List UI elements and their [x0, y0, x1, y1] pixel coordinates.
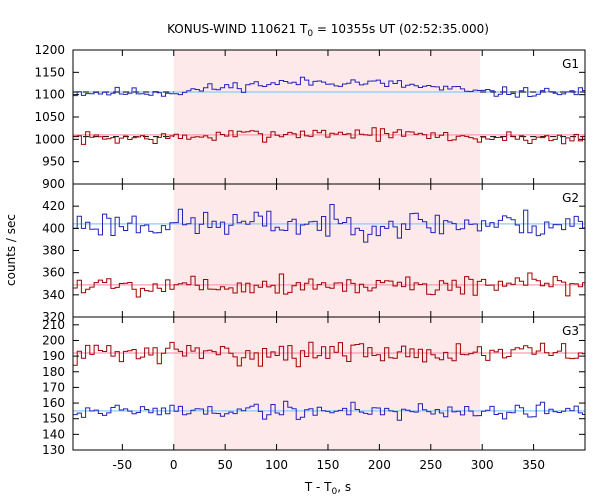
shaded-interval-g2 — [173, 184, 481, 317]
y-tick-label: 140 — [42, 427, 65, 441]
series-g1-red — [73, 127, 585, 145]
y-tick-label: 1150 — [34, 65, 65, 79]
axis-ticks: 9009501000105011001150120032034036038040… — [34, 43, 585, 472]
x-tick-label: 150 — [317, 458, 340, 472]
chart-title: KONUS-WIND 110621 T0 = 10355s UT (02:52:… — [167, 22, 489, 39]
x-axis-label: T - T0, s — [304, 480, 351, 497]
y-axis-label: counts / sec — [4, 214, 18, 286]
x-tick-label: 50 — [218, 458, 233, 472]
x-tick-label: 0 — [170, 458, 178, 472]
y-tick-label: 1050 — [34, 110, 65, 124]
y-tick-label: 360 — [42, 266, 65, 280]
x-tick-label: 300 — [471, 458, 494, 472]
y-tick-label: 130 — [42, 443, 65, 457]
y-tick-label: 420 — [42, 199, 65, 213]
series-g2-red — [73, 272, 585, 298]
shaded-interval-g1 — [173, 50, 481, 184]
y-tick-label: 210 — [42, 318, 65, 332]
y-tick-label: 900 — [42, 177, 65, 191]
y-tick-label: 180 — [42, 365, 65, 379]
y-tick-label: 1200 — [34, 43, 65, 57]
x-tick-label: 350 — [522, 458, 545, 472]
panel-frame-g3 — [72, 316, 586, 451]
panel-label-g1: G1 — [562, 57, 579, 71]
panel-label-g2: G2 — [562, 191, 579, 205]
series-g2-blue — [73, 204, 585, 243]
y-tick-label: 150 — [42, 412, 65, 426]
fit-lines — [73, 91, 585, 412]
shaded-interval — [173, 50, 481, 450]
y-tick-label: 1100 — [34, 88, 65, 102]
series-g3-red — [73, 341, 585, 368]
y-tick-label: 380 — [42, 244, 65, 258]
y-tick-label: 200 — [42, 333, 65, 347]
y-tick-label: 190 — [42, 349, 65, 363]
x-tick-label: 100 — [265, 458, 288, 472]
y-tick-label: 160 — [42, 396, 65, 410]
x-tick-label: 250 — [419, 458, 442, 472]
data-series — [73, 76, 585, 421]
panel-label-g3: G3 — [562, 324, 579, 338]
y-tick-label: 170 — [42, 380, 65, 394]
x-tick-label: -50 — [113, 458, 133, 472]
y-tick-label: 400 — [42, 221, 65, 235]
y-tick-label: 340 — [42, 288, 65, 302]
y-tick-label: 1000 — [34, 132, 65, 146]
series-g3-blue — [73, 400, 585, 421]
x-tick-label: 200 — [368, 458, 391, 472]
y-tick-label: 950 — [42, 155, 65, 169]
shaded-interval-g3 — [173, 317, 481, 450]
y-tick-label: 320 — [42, 310, 65, 324]
series-g1-blue — [73, 76, 585, 98]
